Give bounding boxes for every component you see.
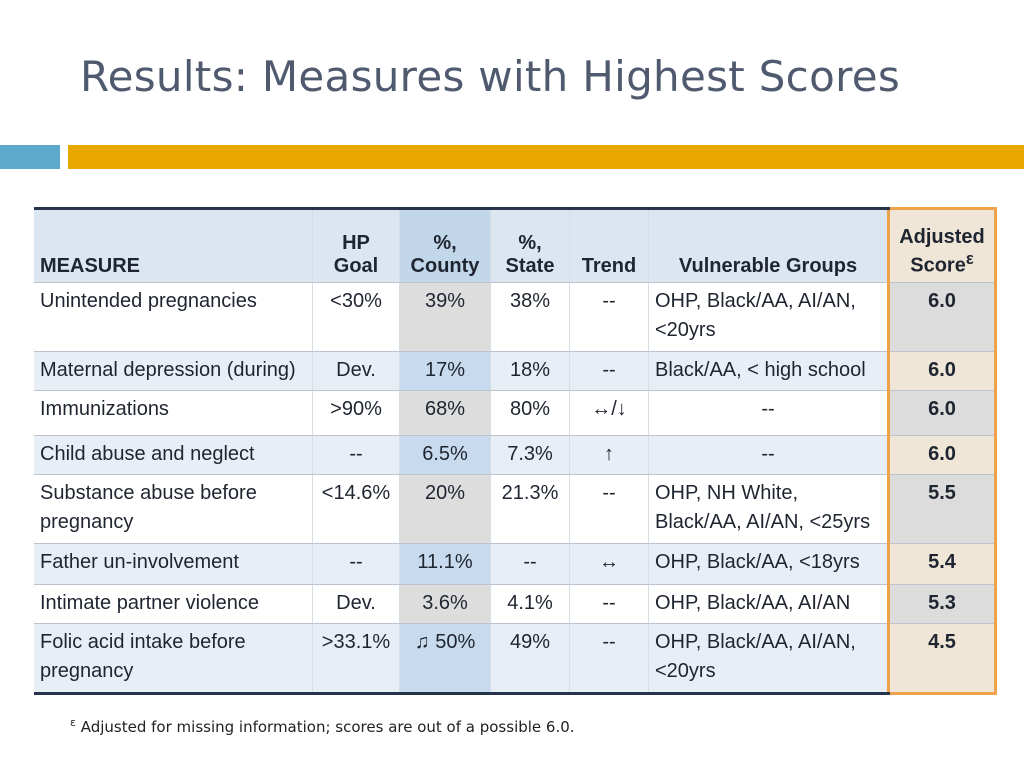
accent-bar-gold: [68, 145, 1024, 169]
slide-title: Results: Measures with Highest Scores: [80, 52, 901, 101]
cell-state: 7.3%: [490, 435, 570, 475]
accent-bar-blue: [0, 145, 60, 169]
footnote-text: Adjusted for missing information; scores…: [80, 718, 575, 736]
cell-vulnerable: --: [648, 390, 889, 436]
cell-county: 11.1%: [399, 543, 491, 585]
cell-measure: Father un-involvement: [34, 543, 313, 585]
cell-score: 5.4: [887, 543, 997, 585]
table-row: Intimate partner violence Dev. 3.6% 4.1%…: [34, 584, 997, 624]
cell-measure: Substance abuse before pregnancy: [34, 474, 313, 544]
cell-vulnerable: --: [648, 435, 889, 475]
table-row: Substance abuse before pregnancy <14.6% …: [34, 474, 997, 544]
cell-measure: Maternal depression (during): [34, 351, 313, 391]
cell-county: 20%: [399, 474, 491, 544]
cell-state: 49%: [490, 623, 570, 695]
cell-county: ♫ 50%: [399, 623, 491, 695]
cell-measure: Immunizations: [34, 390, 313, 436]
cell-goal: Dev.: [312, 584, 400, 624]
cell-goal: <14.6%: [312, 474, 400, 544]
cell-goal: Dev.: [312, 351, 400, 391]
results-table: MEASURE HP Goal %, County %, State Trend Vu…: [34, 207, 997, 695]
cell-score: 6.0: [887, 351, 997, 391]
table-header-row: MEASURE HP Goal %, County %, State Trend Vu…: [34, 207, 997, 283]
cell-state: 80%: [490, 390, 570, 436]
table-row: Child abuse and neglect -- 6.5% 7.3% ↑ -…: [34, 435, 997, 475]
cell-state: 18%: [490, 351, 570, 391]
cell-measure: Unintended pregnancies: [34, 282, 313, 352]
cell-trend: --: [569, 351, 649, 391]
cell-goal: --: [312, 435, 400, 475]
cell-state: --: [490, 543, 570, 585]
header-adjusted-score: Adjusted Scoreε: [887, 207, 997, 283]
cell-county: 17%: [399, 351, 491, 391]
cell-vulnerable: OHP, Black/AA, AI/AN, <20yrs: [648, 623, 889, 695]
header-vulnerable-groups: Vulnerable Groups: [648, 207, 889, 283]
cell-county: 39%: [399, 282, 491, 352]
cell-vulnerable: OHP, Black/AA, AI/AN, <20yrs: [648, 282, 889, 352]
table-row: Father un-involvement -- 11.1% -- ↔ OHP,…: [34, 543, 997, 585]
header-county: %, County: [399, 207, 491, 283]
cell-county: 6.5%: [399, 435, 491, 475]
cell-score: 6.0: [887, 282, 997, 352]
cell-measure: Folic acid intake before pregnancy: [34, 623, 313, 695]
cell-trend: ↔: [569, 543, 649, 585]
cell-vulnerable: Black/AA, < high school: [648, 351, 889, 391]
cell-trend: --: [569, 623, 649, 695]
header-state: %, State: [490, 207, 570, 283]
table-row: Maternal depression (during) Dev. 17% 18…: [34, 351, 997, 391]
cell-measure: Intimate partner violence: [34, 584, 313, 624]
table-row: Immunizations >90% 68% 80% ↔/↓ -- 6.0: [34, 390, 997, 436]
cell-state: 4.1%: [490, 584, 570, 624]
header-hp-goal: HP Goal: [312, 207, 400, 283]
cell-vulnerable: OHP, NH White, Black/AA, AI/AN, <25yrs: [648, 474, 889, 544]
cell-score: 4.5: [887, 623, 997, 695]
cell-trend: --: [569, 584, 649, 624]
header-measure: MEASURE: [34, 207, 313, 283]
cell-goal: >33.1%: [312, 623, 400, 695]
cell-score: 6.0: [887, 435, 997, 475]
cell-goal: <30%: [312, 282, 400, 352]
cell-measure: Child abuse and neglect: [34, 435, 313, 475]
cell-goal: --: [312, 543, 400, 585]
cell-trend: --: [569, 282, 649, 352]
cell-county: 3.6%: [399, 584, 491, 624]
cell-vulnerable: OHP, Black/AA, AI/AN: [648, 584, 889, 624]
cell-score: 5.5: [887, 474, 997, 544]
cell-trend: --: [569, 474, 649, 544]
table-row: Unintended pregnancies <30% 39% 38% -- O…: [34, 282, 997, 352]
table-row: Folic acid intake before pregnancy >33.1…: [34, 623, 997, 695]
cell-trend: ↑: [569, 435, 649, 475]
footnote: ε Adjusted for missing information; scor…: [70, 716, 575, 736]
cell-trend: ↔/↓: [569, 390, 649, 436]
cell-state: 21.3%: [490, 474, 570, 544]
cell-score: 6.0: [887, 390, 997, 436]
header-trend: Trend: [569, 207, 649, 283]
cell-vulnerable: OHP, Black/AA, <18yrs: [648, 543, 889, 585]
footnote-symbol: ε: [70, 716, 76, 729]
cell-county: 68%: [399, 390, 491, 436]
cell-state: 38%: [490, 282, 570, 352]
cell-goal: >90%: [312, 390, 400, 436]
cell-score: 5.3: [887, 584, 997, 624]
results-table-container: MEASURE HP Goal %, County %, State Trend Vu…: [34, 207, 997, 695]
